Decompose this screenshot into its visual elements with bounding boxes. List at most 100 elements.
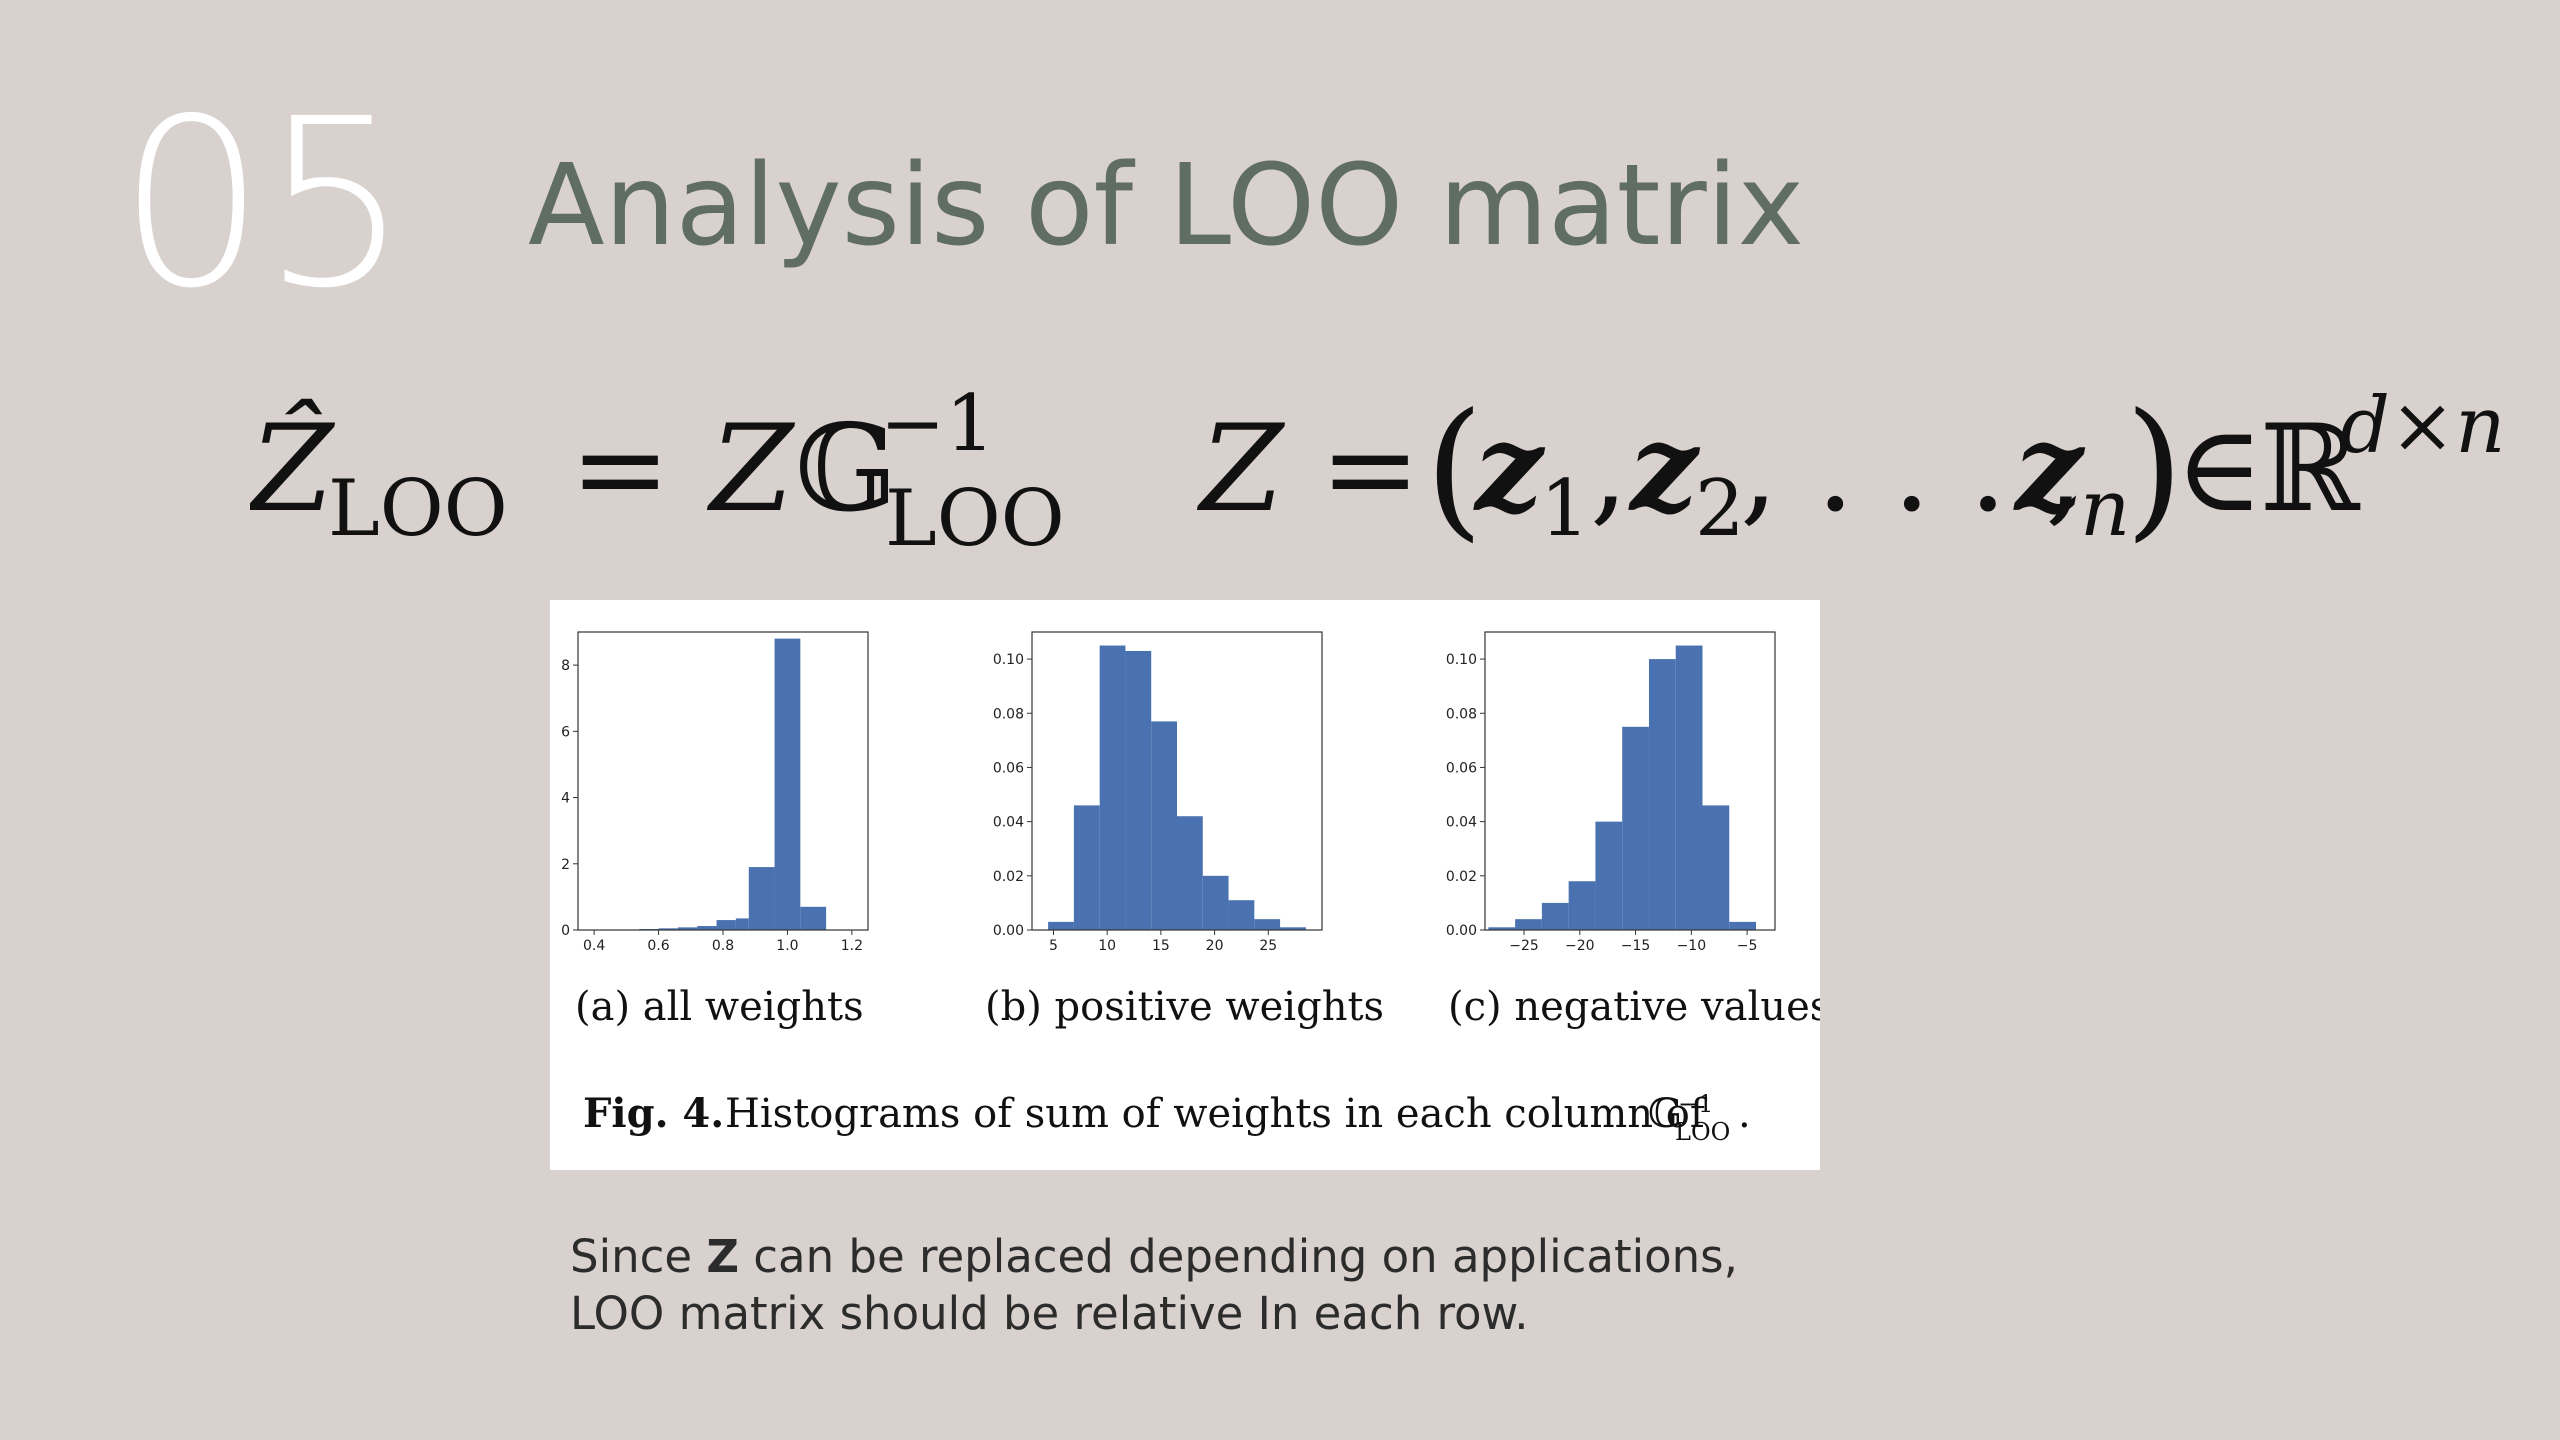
histogram-c-ytick-label: 0.00 (1446, 923, 1477, 939)
histogram-a-frame (577, 631, 869, 931)
histogram-a-bar (748, 867, 775, 930)
histogram-b-ytick-label: 0.10 (993, 652, 1024, 668)
formula-paren-close: ) (2125, 390, 2184, 556)
formula-z2-sub: 2 (1695, 464, 1745, 554)
formula-reals-sup: d×n (2340, 390, 2506, 471)
histogram-c-ytick-label: 0.02 (1446, 869, 1477, 885)
histogram-b-bar (1177, 816, 1203, 930)
formula-eq1: = (570, 400, 671, 539)
note-z-bold: Z (706, 1230, 739, 1283)
histogram-b-bar (1280, 927, 1306, 930)
histogram-b-ytick-label: 0.00 (993, 923, 1024, 939)
subcaption-c: (c) negative values (1448, 984, 1820, 1030)
histogram-c-xtick-label: −10 (1677, 938, 1707, 954)
histogram-b-bar (1151, 721, 1177, 930)
histogram-b-bar (1099, 645, 1126, 930)
formula-reals: ℝ (2260, 400, 2361, 539)
histogram-c-ytick-label: 0.06 (1446, 760, 1477, 776)
histogram-a-xtick-label: 0.6 (647, 938, 669, 954)
histogram-b-bar (1048, 921, 1074, 930)
histogram-b-xtick-label: 5 (1049, 938, 1058, 954)
histogram-b-frame (1031, 631, 1323, 931)
histogram-b-bar (1254, 919, 1281, 930)
formula-lhs-sub: LOO (328, 464, 508, 554)
subcaption-b: (b) positive weights (985, 984, 1384, 1030)
histogram-a-xtick-label: 1.0 (776, 938, 798, 954)
histogram-c-bar (1541, 902, 1569, 930)
histogram-c-bar (1702, 805, 1730, 930)
histogram-a-ytick-label: 8 (561, 658, 570, 674)
formula-z1-sub: 1 (1540, 464, 1590, 554)
histogram-c-bar (1648, 659, 1676, 930)
formula-zn-sub: n (2080, 464, 2130, 554)
formula-z2: Z (1196, 400, 1286, 539)
histogram-b-xtick-label: 20 (1206, 938, 1224, 954)
histogram-b-ytick-label: 0.04 (993, 815, 1024, 831)
histogram-figure: 0.4 0.6 0.8 1.0 1.2 0 2 4 6 8 5 10 15 20 25 0.00 0.02 0.0… (550, 600, 1820, 1170)
explanation-note: Since Z can be replaced depending on app… (570, 1228, 1870, 1342)
formula-paren-open: ( (1425, 390, 1484, 556)
histogram-c-bar (1729, 921, 1757, 930)
histogram-a: 0.4 0.6 0.8 1.0 1.2 0 2 4 6 8 (561, 631, 869, 954)
formula-g-sub: LOO (885, 474, 1065, 564)
histogram-c-xtick-label: −15 (1621, 938, 1651, 954)
formula-ellipsis: , . . . , (1740, 400, 2083, 539)
histogram-a-bar (658, 928, 678, 930)
note-line-2: LOO matrix should be relative In each ro… (570, 1287, 1529, 1340)
histogram-b-ytick-label: 0.06 (993, 760, 1024, 776)
histogram-b-bar (1073, 805, 1100, 930)
histogram-a-bar (774, 638, 801, 930)
histogram-a-ytick-label: 2 (561, 857, 570, 873)
formula-zn: z (2013, 398, 2086, 539)
histogram-b: 5 10 15 20 25 0.00 0.02 0.04 0.06 0.08 0.10 (993, 631, 1323, 954)
formula-z: Z (706, 400, 796, 539)
histogram-c-bar (1622, 726, 1649, 930)
histogram-c-frame (1484, 631, 1776, 931)
formula-g: 𝔾 (795, 400, 897, 539)
note-line-1-end: can be replaced depending on application… (738, 1230, 1738, 1283)
figure-svg: 0.4 0.6 0.8 1.0 1.2 0 2 4 6 8 5 10 15 20 25 0.00 0.02 0.0… (561, 631, 1820, 1146)
histogram-c-bar (1675, 645, 1703, 930)
figure-caption-symbol: 𝔾 (1648, 1091, 1682, 1137)
slide-number: 05 (118, 69, 409, 339)
slide-title: Analysis of LOO matrix (528, 141, 1805, 271)
figure-caption-sup: −1 (1678, 1090, 1713, 1118)
histogram-b-bar (1202, 875, 1229, 930)
histogram-c-ytick-label: 0.08 (1446, 706, 1477, 722)
histogram-c-ytick-label: 0.10 (1446, 652, 1477, 668)
histogram-a-xtick-label: 0.8 (712, 938, 734, 954)
histogram-c-xtick-label: −20 (1565, 938, 1595, 954)
histogram-a-ytick-label: 0 (561, 923, 570, 939)
figure-caption-label: Fig. 4. (583, 1090, 724, 1137)
figure-caption-text: Histograms of sum of weights in each col… (725, 1091, 1708, 1137)
histogram-a-bar (697, 926, 717, 930)
figure-caption-period: . (1738, 1091, 1751, 1137)
formula-z2-vec: z (1628, 398, 1701, 539)
histogram-a-xtick-label: 0.4 (583, 938, 605, 954)
histogram-a-ytick-label: 6 (561, 724, 570, 740)
histogram-b-ytick-label: 0.02 (993, 869, 1024, 885)
histogram-b-bar (1228, 900, 1255, 930)
histogram-b-ytick-label: 0.08 (993, 706, 1024, 722)
note-line-1: Since Z can be replaced depending on app… (570, 1228, 1870, 1285)
histogram-c-bar (1595, 821, 1623, 930)
histogram-a-bar (716, 920, 736, 930)
histogram-c-xtick-label: −25 (1509, 938, 1539, 954)
histogram-a-bar (735, 918, 749, 930)
histogram-a-xtick-label: 1.2 (841, 938, 863, 954)
subcaption-a: (a) all weights (575, 984, 864, 1030)
formula-z1: z (1473, 398, 1546, 539)
formula-svg: Ẑ LOO = Z 𝔾 −1 LOO Z = ( z 1 , z 2 , . .… (250, 390, 2506, 564)
formula-comma1: , (1590, 400, 1628, 539)
histogram-a-bar (677, 927, 698, 930)
histogram-b-bar (1125, 650, 1152, 930)
histogram-b-xtick-label: 10 (1098, 938, 1116, 954)
histogram-c-bar (1515, 919, 1542, 930)
histogram-b-xtick-label: 15 (1152, 938, 1170, 954)
histogram-c-xtick-label: −5 (1737, 938, 1758, 954)
loo-formula: Ẑ LOO = Z 𝔾 −1 LOO Z = ( z 1 , z 2 , . .… (250, 390, 2530, 580)
histogram-c-bar (1488, 927, 1516, 930)
figure-caption-sub: LOO (1675, 1118, 1730, 1146)
formula-in: ∈ (2175, 400, 2264, 539)
histogram-c-ytick-label: 0.04 (1446, 815, 1477, 831)
